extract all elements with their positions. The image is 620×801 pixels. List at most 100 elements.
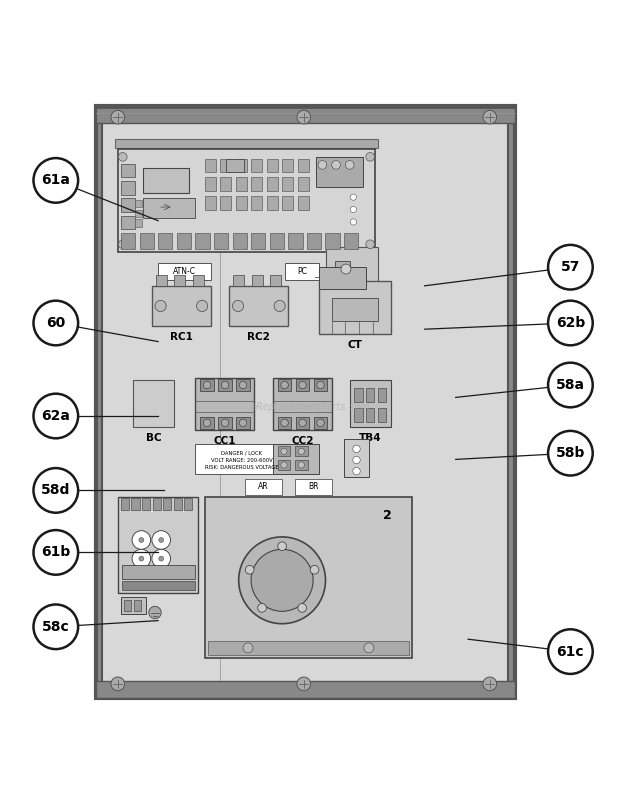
Bar [208, 641, 409, 654]
Text: CC1: CC1 [213, 437, 236, 446]
Bar [282, 177, 293, 191]
Circle shape [118, 240, 127, 248]
Circle shape [197, 300, 208, 312]
Bar [220, 177, 231, 191]
Circle shape [111, 677, 125, 690]
Bar [135, 210, 142, 217]
Bar [378, 408, 386, 421]
Bar [156, 275, 167, 286]
Bar [218, 417, 232, 429]
Text: 62a: 62a [42, 409, 70, 423]
Circle shape [297, 111, 311, 124]
Circle shape [251, 549, 313, 611]
Text: 61b: 61b [41, 545, 71, 559]
Circle shape [281, 462, 287, 468]
Circle shape [341, 264, 351, 274]
Circle shape [155, 300, 166, 312]
Circle shape [281, 449, 287, 454]
Text: BC: BC [146, 433, 161, 443]
Bar [133, 380, 174, 427]
Circle shape [152, 549, 171, 568]
Circle shape [548, 630, 593, 674]
Text: CC2: CC2 [291, 437, 314, 446]
Bar [142, 498, 150, 510]
Bar [366, 408, 374, 421]
Circle shape [548, 245, 593, 289]
Bar [200, 379, 214, 391]
Bar [115, 139, 378, 148]
Bar [278, 417, 291, 429]
Circle shape [33, 530, 78, 575]
Bar [96, 681, 515, 698]
Bar [143, 198, 195, 218]
Bar [236, 196, 247, 210]
Circle shape [366, 240, 374, 248]
Text: CT: CT [348, 340, 362, 350]
Circle shape [243, 643, 253, 653]
Circle shape [139, 537, 144, 542]
Bar [326, 247, 378, 284]
Bar [378, 388, 386, 402]
Bar [121, 233, 135, 248]
Text: 62b: 62b [556, 316, 585, 330]
Bar [319, 281, 391, 333]
Circle shape [221, 419, 229, 427]
Bar [252, 275, 263, 286]
Text: 60: 60 [46, 316, 66, 330]
Bar [121, 199, 135, 212]
Text: RC1: RC1 [170, 332, 193, 342]
Bar [152, 286, 211, 326]
Circle shape [281, 419, 288, 427]
Text: 61c: 61c [557, 645, 584, 658]
Circle shape [548, 431, 593, 476]
Bar [158, 233, 172, 248]
Circle shape [139, 556, 144, 561]
Circle shape [353, 457, 360, 464]
Circle shape [203, 381, 211, 388]
Text: BR: BR [308, 482, 318, 492]
Bar [121, 181, 135, 195]
Bar [134, 600, 141, 611]
Bar [245, 479, 282, 495]
Circle shape [350, 219, 356, 225]
Bar [295, 446, 308, 457]
Bar [233, 275, 244, 286]
Bar [121, 163, 135, 177]
Bar [124, 600, 131, 611]
Bar [232, 233, 247, 248]
Text: AR: AR [258, 482, 269, 492]
Bar [218, 379, 232, 391]
Bar [122, 566, 195, 579]
Bar [267, 177, 278, 191]
Circle shape [297, 677, 311, 690]
Bar [294, 479, 332, 495]
Circle shape [239, 537, 326, 624]
Bar [184, 498, 192, 510]
Circle shape [345, 160, 354, 169]
Bar [326, 233, 340, 248]
Circle shape [239, 419, 247, 427]
Bar [251, 196, 262, 210]
Bar [135, 199, 142, 207]
Circle shape [332, 160, 340, 169]
Bar [350, 380, 391, 427]
Circle shape [364, 643, 374, 653]
Bar [273, 377, 332, 430]
Circle shape [33, 605, 78, 649]
Circle shape [350, 194, 356, 200]
Bar [205, 196, 216, 210]
Text: 57: 57 [560, 260, 580, 274]
Bar [273, 444, 319, 473]
Bar [282, 159, 293, 172]
Bar [236, 177, 247, 191]
Bar [220, 196, 231, 210]
Bar [251, 233, 265, 248]
Circle shape [132, 549, 151, 568]
Bar [316, 157, 363, 187]
Bar [307, 233, 321, 248]
Circle shape [310, 566, 319, 574]
Bar [177, 233, 191, 248]
Circle shape [353, 445, 360, 453]
Bar [174, 498, 182, 510]
Circle shape [258, 603, 267, 612]
